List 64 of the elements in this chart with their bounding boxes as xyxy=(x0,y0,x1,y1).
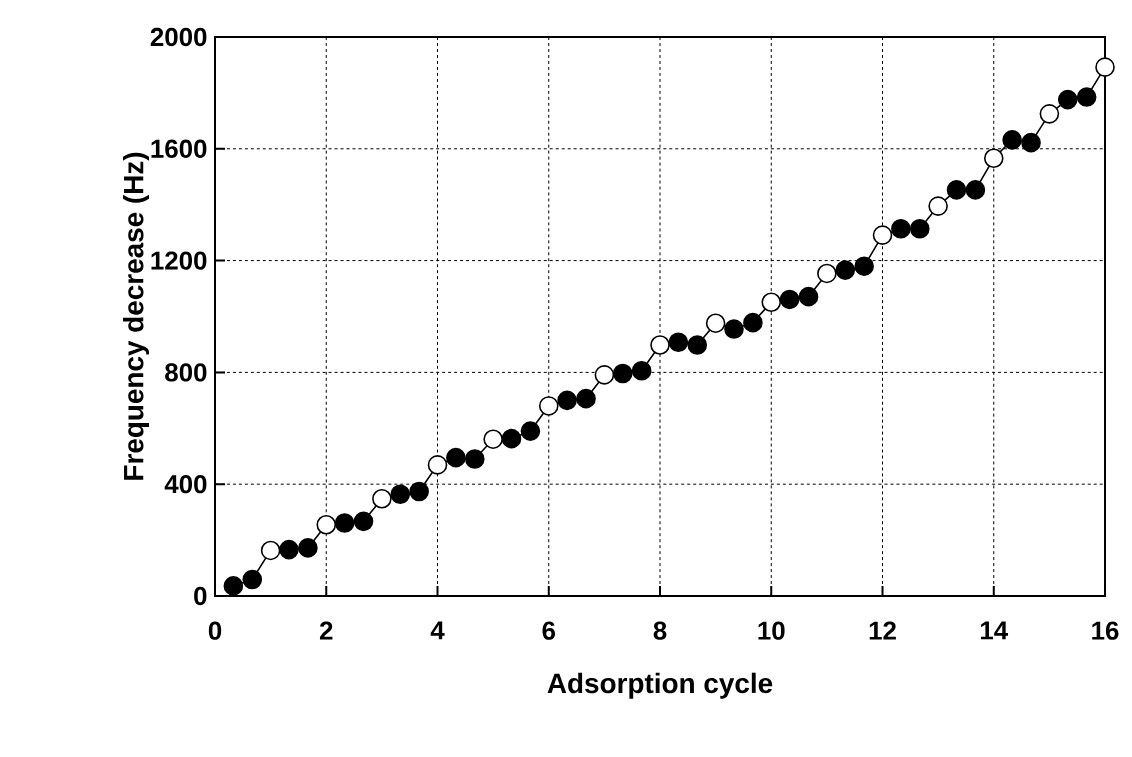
point xyxy=(854,256,874,276)
point xyxy=(946,180,967,200)
point xyxy=(1039,104,1060,124)
x-tick-label: 10 xyxy=(758,621,785,640)
y-tick-label: 0 xyxy=(194,586,207,606)
point xyxy=(650,335,670,355)
point xyxy=(223,576,244,596)
x-axis-title: Adsorption cycle xyxy=(547,672,773,699)
point xyxy=(353,511,374,532)
point xyxy=(501,428,522,449)
point xyxy=(872,225,893,245)
x-tick-label: 0 xyxy=(208,621,222,640)
y-tick-label: 1600 xyxy=(151,139,207,158)
point xyxy=(576,388,596,409)
point xyxy=(298,538,318,558)
point xyxy=(372,488,392,509)
point xyxy=(724,319,744,339)
point xyxy=(612,363,633,384)
point xyxy=(631,360,652,381)
point xyxy=(427,455,448,475)
point xyxy=(965,180,986,200)
point xyxy=(1057,89,1078,110)
point xyxy=(779,289,800,310)
point xyxy=(1076,87,1097,107)
point xyxy=(242,569,263,590)
point xyxy=(594,365,615,385)
y-tick-label: 400 xyxy=(164,475,207,494)
point xyxy=(279,539,299,560)
point xyxy=(538,396,559,416)
point xyxy=(390,484,411,505)
point xyxy=(520,421,541,441)
point xyxy=(705,313,726,333)
point xyxy=(928,196,948,216)
point xyxy=(743,312,763,333)
point xyxy=(817,263,837,284)
point xyxy=(891,218,911,239)
x-tick-label: 16 xyxy=(1092,621,1119,640)
point xyxy=(687,335,708,355)
point xyxy=(260,540,281,561)
point xyxy=(761,292,782,313)
point xyxy=(909,218,930,239)
y-tick-label: 800 xyxy=(165,363,207,382)
point xyxy=(798,286,819,307)
x-tick-label: 8 xyxy=(653,621,667,640)
point xyxy=(464,449,485,469)
point xyxy=(668,332,689,352)
point xyxy=(483,429,503,449)
point xyxy=(1021,132,1041,153)
point xyxy=(835,260,856,280)
x-tick-label: 4 xyxy=(430,621,445,640)
x-tick-label: 2 xyxy=(319,621,333,640)
x-tick-label: 6 xyxy=(542,621,556,640)
y-axis-title: Frequency decrease (Hz) xyxy=(123,152,150,480)
point xyxy=(983,148,1004,169)
point xyxy=(409,481,429,502)
y-tick-label: 1200 xyxy=(151,251,207,270)
x-tick-label: 14 xyxy=(980,621,1009,640)
point xyxy=(557,390,577,411)
point xyxy=(1002,130,1022,150)
point xyxy=(446,447,466,468)
point xyxy=(334,513,355,533)
point xyxy=(316,514,337,535)
y-tick-label: 2000 xyxy=(150,27,207,47)
x-tick-label: 12 xyxy=(869,621,896,640)
